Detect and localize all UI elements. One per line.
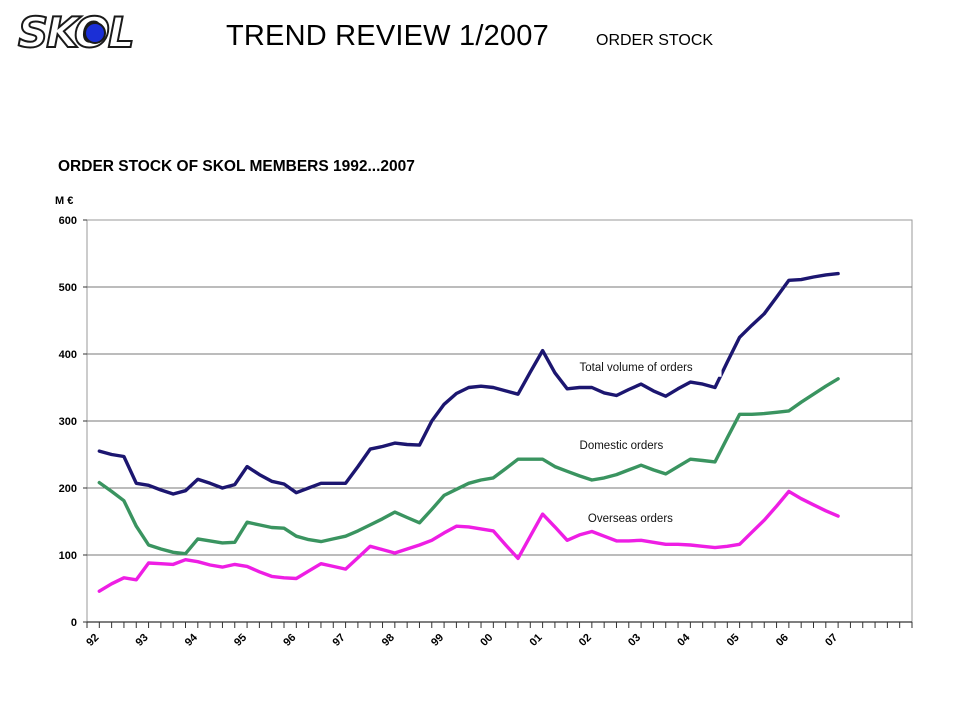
x-tick-label: 94 [183,631,201,649]
y-axis-label: M € [55,195,73,207]
series-label: Domestic orders [580,440,664,452]
x-tick-label: 01 [528,632,545,649]
x-tick-label: 98 [380,632,397,649]
x-tick-label: 07 [823,632,840,649]
page-subtitle: ORDER STOCK [596,32,714,49]
y-tick-label: 100 [59,550,77,562]
series-line-overseas-orders [97,489,840,593]
logo-text: SKOL [17,7,136,58]
y-tick-label: 0 [71,617,77,629]
x-tick-label: 93 [134,632,151,649]
skol-logo: SKOL [17,7,136,58]
x-tick-label: 00 [478,632,495,649]
y-tick-label: 400 [59,349,77,361]
page-title: TREND REVIEW 1/2007 [226,20,549,52]
x-tick-label: 02 [577,632,594,649]
series-label-bg [573,356,722,377]
x-tick-label: 05 [725,632,742,649]
logo-dot-icon [84,22,106,44]
chart-title: ORDER STOCK OF SKOL MEMBERS 1992...2007 [58,158,415,175]
y-tick-label: 500 [59,282,77,294]
slide-header: SKOL TREND REVIEW 1/2007 ORDER STOCK [0,0,960,70]
x-tick-label: 06 [774,632,791,649]
x-tick-label: 95 [232,632,249,649]
x-tick-label: 03 [626,632,643,649]
x-tick-label: 96 [281,632,298,649]
x-tick-label: 92 [84,632,101,649]
y-tick-label: 300 [59,416,77,428]
series-line-domestic-orders [97,377,840,556]
y-tick-label: 200 [59,483,77,495]
x-tick-label: 04 [675,631,693,649]
series-line-total-volume-of-orders [97,271,840,496]
x-tick-label: 99 [429,632,446,649]
x-tick-label: 97 [331,632,348,649]
series-label: Total volume of orders [580,362,693,374]
series-label: Overseas orders [588,513,673,525]
y-tick-label: 600 [59,215,77,227]
